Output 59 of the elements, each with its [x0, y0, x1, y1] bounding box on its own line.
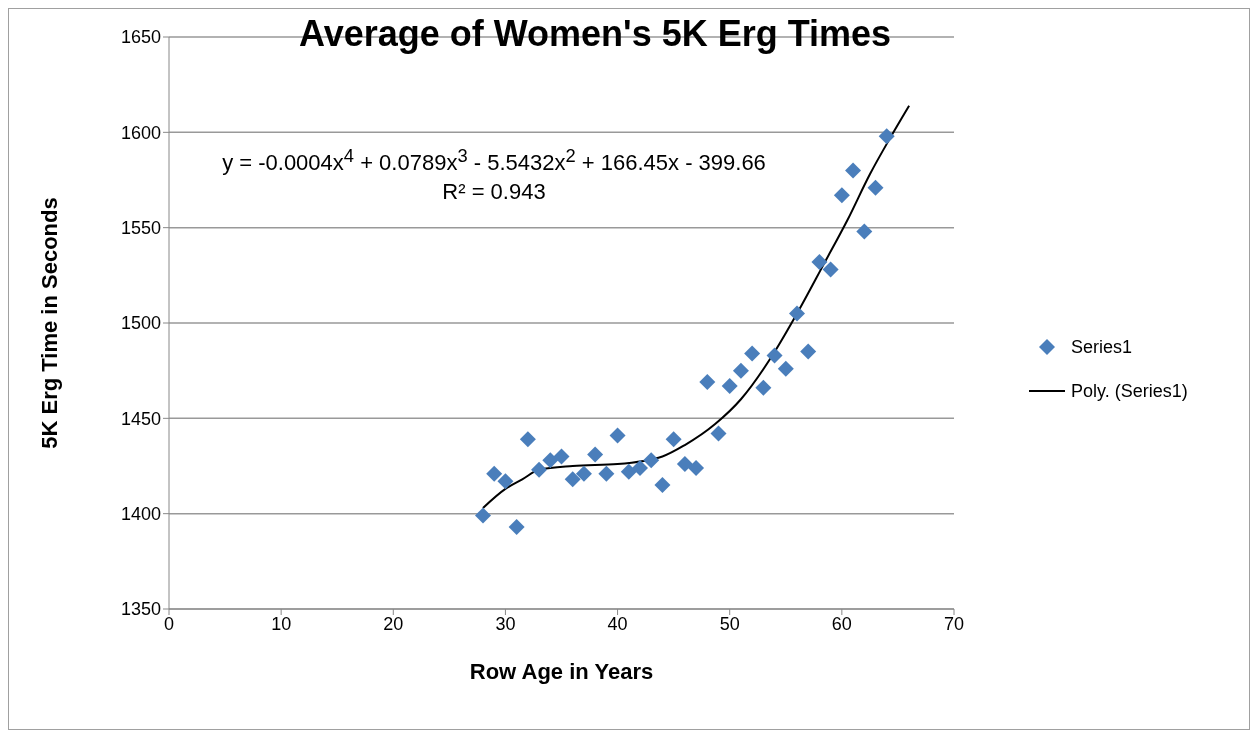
y-tick-label: 1650	[120, 27, 161, 48]
point	[710, 425, 727, 442]
annotation: R² = 0.943	[441, 178, 547, 206]
point	[777, 360, 794, 377]
point	[531, 461, 548, 478]
point	[867, 179, 884, 196]
point	[688, 459, 705, 476]
x-tick-label: 10	[271, 613, 292, 634]
y-tick-label: 1500	[120, 313, 161, 334]
point	[519, 431, 536, 448]
x-tick-label: 20	[383, 613, 404, 634]
x-tick-label: 70	[943, 613, 965, 634]
point	[553, 448, 570, 465]
point	[620, 463, 637, 480]
point	[598, 465, 615, 482]
point	[676, 456, 693, 473]
point	[811, 253, 828, 270]
annotation: y = -0.0004x$^{4}$ + 0.0789x$^{3}$ - 5.5432x$^{2}$ + 166.45x - 399.66	[221, 144, 767, 178]
point	[766, 347, 783, 364]
x-tick-label: 30	[495, 613, 516, 634]
point	[789, 305, 805, 322]
point	[744, 345, 761, 362]
y-tick-label: 1400	[120, 504, 161, 525]
point	[575, 465, 592, 482]
point	[721, 377, 738, 394]
point	[564, 471, 581, 488]
point	[508, 519, 525, 536]
point	[654, 477, 671, 494]
point	[845, 162, 862, 179]
x-tick-label: 50	[719, 613, 740, 634]
y-tick-label: 1350	[120, 599, 161, 620]
point	[497, 473, 514, 490]
x-tick-label: 40	[607, 613, 628, 634]
y-tick-label: 1600	[120, 122, 161, 143]
point	[822, 261, 839, 278]
x-tick-label: 60	[831, 613, 852, 634]
legend-label: Series1	[1071, 336, 1133, 359]
point	[755, 379, 772, 396]
point	[587, 446, 604, 463]
x-tick-label: 0	[163, 613, 175, 634]
point	[878, 128, 895, 145]
chart-title: Average of Women's 5K Erg Times	[299, 13, 892, 55]
point	[856, 223, 873, 240]
point	[643, 452, 660, 469]
y-axis-title: 5K Erg Time in Seconds	[36, 197, 62, 449]
point	[632, 459, 648, 476]
point	[609, 427, 626, 444]
point	[800, 343, 817, 360]
point	[732, 362, 749, 379]
point	[699, 374, 716, 391]
point	[665, 431, 682, 448]
point	[542, 452, 559, 469]
legend-label: Poly. (Series1)	[1071, 380, 1188, 403]
y-tick-label: 1550	[120, 218, 161, 239]
y-tick-label: 1450	[120, 408, 161, 429]
x-axis-title: Row Age in Years	[469, 659, 654, 684]
point	[486, 465, 503, 482]
point	[833, 187, 850, 204]
point	[475, 507, 491, 524]
